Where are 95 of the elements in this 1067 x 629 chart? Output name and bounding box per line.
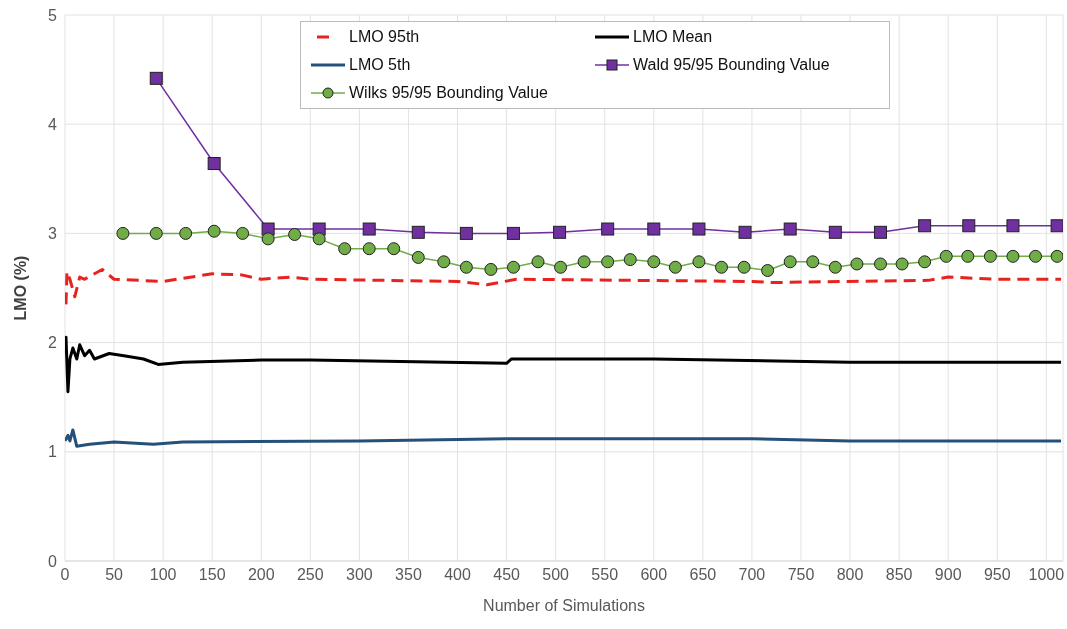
point [1050, 219, 1063, 233]
point [601, 222, 615, 236]
point [459, 260, 473, 274]
point [623, 253, 637, 267]
x-tick-label: 550 [591, 566, 619, 584]
line-series [65, 428, 1063, 448]
point [983, 249, 997, 263]
y-tick-label: 4 [48, 115, 58, 133]
x-tick-label: 450 [493, 566, 521, 584]
point [387, 242, 401, 256]
point [362, 242, 376, 256]
point [806, 255, 820, 269]
point [179, 226, 193, 240]
point [506, 260, 520, 274]
x-axis-title: Number of Simulations [483, 597, 645, 614]
legend-label: Wald 95/95 Bounding Value [633, 56, 830, 74]
point [647, 255, 661, 269]
line-series [65, 335, 1063, 394]
point [939, 249, 953, 263]
x-tick-label: 350 [395, 566, 422, 584]
x-tick-label: 0 [60, 566, 70, 584]
x-tick-label: 650 [689, 566, 717, 584]
x-tick-label: 400 [444, 566, 471, 584]
point [895, 257, 909, 271]
point [668, 260, 682, 274]
y-tick-label: 5 [48, 6, 58, 24]
point [692, 222, 706, 236]
point [149, 71, 163, 85]
point [783, 255, 797, 269]
point [692, 255, 706, 269]
legend-label: LMO 95th [349, 28, 420, 46]
y-tick-label: 2 [48, 334, 58, 352]
point [647, 222, 661, 236]
point [601, 255, 615, 269]
point [850, 257, 864, 271]
x-tick-label: 700 [738, 566, 766, 584]
point [312, 232, 326, 246]
point [1006, 249, 1020, 263]
point [761, 264, 775, 278]
y-tick-label: 0 [48, 552, 58, 570]
y-tick-label: 1 [48, 443, 58, 461]
point [918, 255, 932, 269]
point [207, 157, 221, 171]
point [261, 232, 275, 246]
point [737, 260, 751, 274]
point [554, 260, 568, 274]
point [1029, 249, 1043, 263]
legend-label: LMO Mean [633, 28, 713, 46]
point [738, 225, 752, 239]
point [873, 257, 887, 271]
point [828, 225, 842, 239]
point [207, 224, 221, 238]
legend-label: Wilks 95/95 Bounding Value [349, 84, 548, 102]
x-tick-label: 800 [836, 566, 864, 584]
point [288, 227, 302, 241]
point [236, 226, 250, 240]
x-tick-label: 50 [105, 566, 124, 584]
point [715, 260, 728, 274]
legend-label: LMO 5th [349, 56, 411, 74]
point [149, 226, 163, 240]
point [362, 222, 376, 236]
point [828, 260, 842, 274]
x-tick-label: 1000 [1028, 566, 1065, 584]
point [437, 255, 451, 269]
point [116, 226, 130, 240]
point [338, 242, 352, 256]
x-tick-label: 750 [787, 566, 815, 584]
x-tick-label: 150 [198, 566, 226, 584]
point [484, 262, 498, 276]
point [1006, 219, 1020, 233]
point [531, 255, 545, 269]
point [961, 249, 975, 263]
x-tick-label: 200 [247, 566, 275, 584]
x-tick-label: 600 [640, 566, 668, 584]
point [962, 219, 976, 233]
point [873, 225, 887, 239]
point [459, 226, 473, 240]
point [411, 225, 425, 239]
x-tick-label: 100 [149, 566, 177, 584]
x-tick-label: 250 [296, 566, 324, 584]
point [783, 222, 797, 236]
line-series [65, 267, 1063, 306]
y-tick-label: 3 [48, 225, 58, 243]
point [553, 225, 567, 239]
point [1050, 249, 1063, 263]
x-tick-label: 950 [983, 566, 1011, 584]
x-tick-label: 850 [885, 566, 913, 584]
point [577, 255, 591, 269]
x-tick-label: 900 [934, 566, 962, 584]
y-axis-title: LMO (%) [11, 255, 29, 321]
point [411, 250, 425, 264]
point [506, 226, 520, 240]
x-tick-label: 300 [346, 566, 373, 584]
x-tick-label: 500 [542, 566, 570, 584]
point [918, 219, 932, 233]
